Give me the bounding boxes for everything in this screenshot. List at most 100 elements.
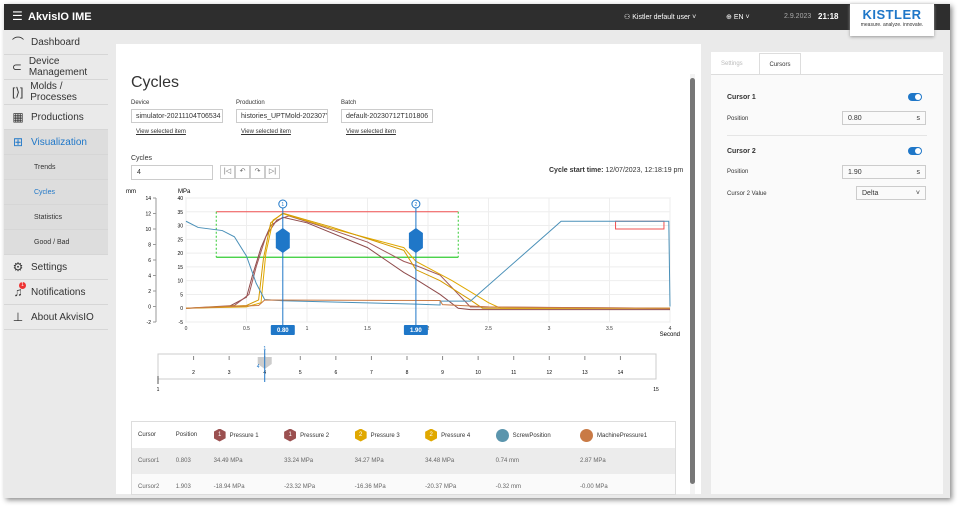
x-tick-label: 3 [548,326,551,332]
sidebar-subitem-cycles[interactable]: Cycles [4,180,108,205]
app-title: AkvisIO IME [28,11,92,23]
sidebar-item-notifications[interactable]: ♫ 1 Notifications [4,280,108,305]
next-cycle-button[interactable]: ↷ [250,165,265,179]
cursor1-position-input[interactable]: 0.80 s [842,111,926,125]
timeline-label: 3 [228,370,231,376]
mm-tick-label: 10 [145,227,151,233]
sensor-hex-icon: 2 [354,428,367,442]
table-header-row: Cursor Position 1 Pressure 1 1 Pressure 2 2 Pre… [132,422,675,448]
table-cell: -16.36 MPa [354,484,386,490]
cycles-label: Cycles [131,155,153,162]
timeline-marker: 1 [263,346,266,352]
mpa-tick-label: 40 [177,196,183,202]
sidebar-item-molds-processes[interactable]: [⟩] Molds / Processes [4,80,108,105]
cursor-position-badge [403,325,428,335]
kistler-logo: KISTLER measure. analyze. innovate. [850,4,934,36]
user-menu[interactable]: ⚇ Kistler default user ˅ [624,14,697,21]
cycles-input[interactable]: 4 [131,165,213,180]
timeline-label: 6 [334,370,337,376]
mm-tick-label: -2 [147,320,152,326]
sidebar-item-settings[interactable]: ⚙ Settings [4,255,108,280]
batch-select[interactable]: default-20230712T101806 [341,109,433,123]
device-view-link[interactable]: View selected item [136,129,186,135]
sidebar-subitem-good-bad[interactable]: Good / Bad [4,230,108,255]
cursor1-title: Cursor 1 [727,94,756,101]
device-select[interactable]: simulator-20211104T06534 [131,109,223,123]
cursor-marker [278,199,288,209]
scrollbar[interactable] [690,74,695,494]
sidebar: ⌒ Dashboard ⊂ Device Management [⟩] Molds / P… [4,30,108,330]
column-header: Position [175,432,198,438]
menu-icon[interactable]: ☰ [12,9,23,23]
table-cell: 34.48 MPa [425,458,455,464]
cursor1-toggle[interactable] [908,93,922,101]
sidebar-subitem-trends[interactable]: Trends [4,155,108,180]
language-menu[interactable]: ⊕ EN ˅ [726,14,750,21]
dashboard-icon: ⌒ [11,35,24,50]
table-cell: Cursor1 [138,458,160,464]
first-cycle-button[interactable]: |◁ [220,165,235,179]
sidebar-item-dashboard[interactable]: ⌒ Dashboard [4,30,108,55]
cycle-chart[interactable]: 0 0.5 1 1.5 2 2.5 3 3.5 4-50510152025303540-2024… [116,179,701,344]
cursor-drag-handle[interactable] [408,228,423,253]
cursor-position-label: 1.90 [410,328,422,334]
mm-tick-label: 8 [148,243,151,249]
table-row: Cursor2 1.903 -18.94 MPa -23.32 MPa -16.36 M… [132,474,675,494]
tab-settings[interactable]: Settings [721,61,743,67]
mm-tick-label: 4 [148,274,151,280]
sidebar-subitem-statistics[interactable]: Statistics [4,205,108,230]
batch-view-link[interactable]: View selected item [346,129,396,135]
x-axis-label: Second [660,332,680,338]
mm-tick-label: 2 [148,289,151,295]
timeline-max: 15 [653,387,659,393]
chevron-down-icon: ˅ [915,190,920,197]
production-select[interactable]: histories_UPTMold-202307' [236,109,328,123]
cursor2-value-select[interactable]: Delta ˅ [856,186,926,200]
device-label: Device [131,100,150,106]
series-line-pressure 4 [185,212,670,309]
x-tick-label: 0.5 [243,326,250,332]
sensor-hex-icon: 1 [213,428,226,442]
mpa-tick-label: 5 [180,292,183,298]
cycle-timeline[interactable]: 23456789101112131411514 [146,344,676,399]
gear-icon: ⚙ [12,260,24,274]
table-cell: -23.32 MPa [284,484,316,490]
table-cell: Cursor2 [138,484,160,490]
main-content: Cycles Device simulator-20211104T06534 V… [116,44,701,495]
table-cell: 34.27 MPa [354,458,384,464]
column-header: 2 Pressure 3 [349,422,420,448]
cursor-position-badge [270,325,295,335]
sidebar-item-productions[interactable]: ▦ Productions [4,105,108,130]
cursor-position-label: 0.80 [277,328,289,334]
production-view-link[interactable]: View selected item [241,129,291,135]
prev-cycle-button[interactable]: ↶ [235,165,250,179]
timeline-label: 8 [406,370,409,376]
sidebar-item-visualization[interactable]: ⊞ Visualization [4,130,108,155]
sidebar-item-about-akvisio[interactable]: ⊥ About AkvisIO [4,305,108,330]
mm-axis-label: mm [126,189,136,195]
top-bar: ☰ AkvisIO IME ⚇ Kistler default user ˅ ⊕… [4,4,950,36]
sidebar-item-device-management[interactable]: ⊂ Device Management [4,55,108,80]
table-cell: 34.49 MPa [213,458,243,464]
tab-cursors[interactable]: Cursors [759,53,801,75]
column-header: 1 Pressure 2 [278,422,349,448]
x-tick-label: 2 [427,326,430,332]
cycle-start-label: Cycle start time: [549,167,604,174]
last-cycle-button[interactable]: ▷| [265,165,280,179]
x-tick-label: 1.5 [364,326,371,332]
cursor-marker [411,199,421,209]
timeline-label: 9 [441,370,444,376]
cursor2-toggle[interactable] [908,147,922,155]
cursor-drag-handle[interactable] [275,228,290,253]
table-cell: 2.87 MPa [580,458,606,464]
visualization-icon: ⊞ [12,135,24,149]
mpa-tick-label: 0 [180,306,183,312]
table-cell: -18.94 MPa [213,484,245,490]
cursor2-position-input[interactable]: 1.90 s [842,165,926,179]
mpa-tick-label: 20 [177,251,183,257]
table-cell: 1.903 [175,484,191,490]
series-line-pressure 1 [185,216,670,311]
mpa-tick-label: 10 [177,279,183,285]
cursor2-value-label: Cursor 2 Value [727,191,767,197]
user-icon: ⚇ [624,14,633,21]
